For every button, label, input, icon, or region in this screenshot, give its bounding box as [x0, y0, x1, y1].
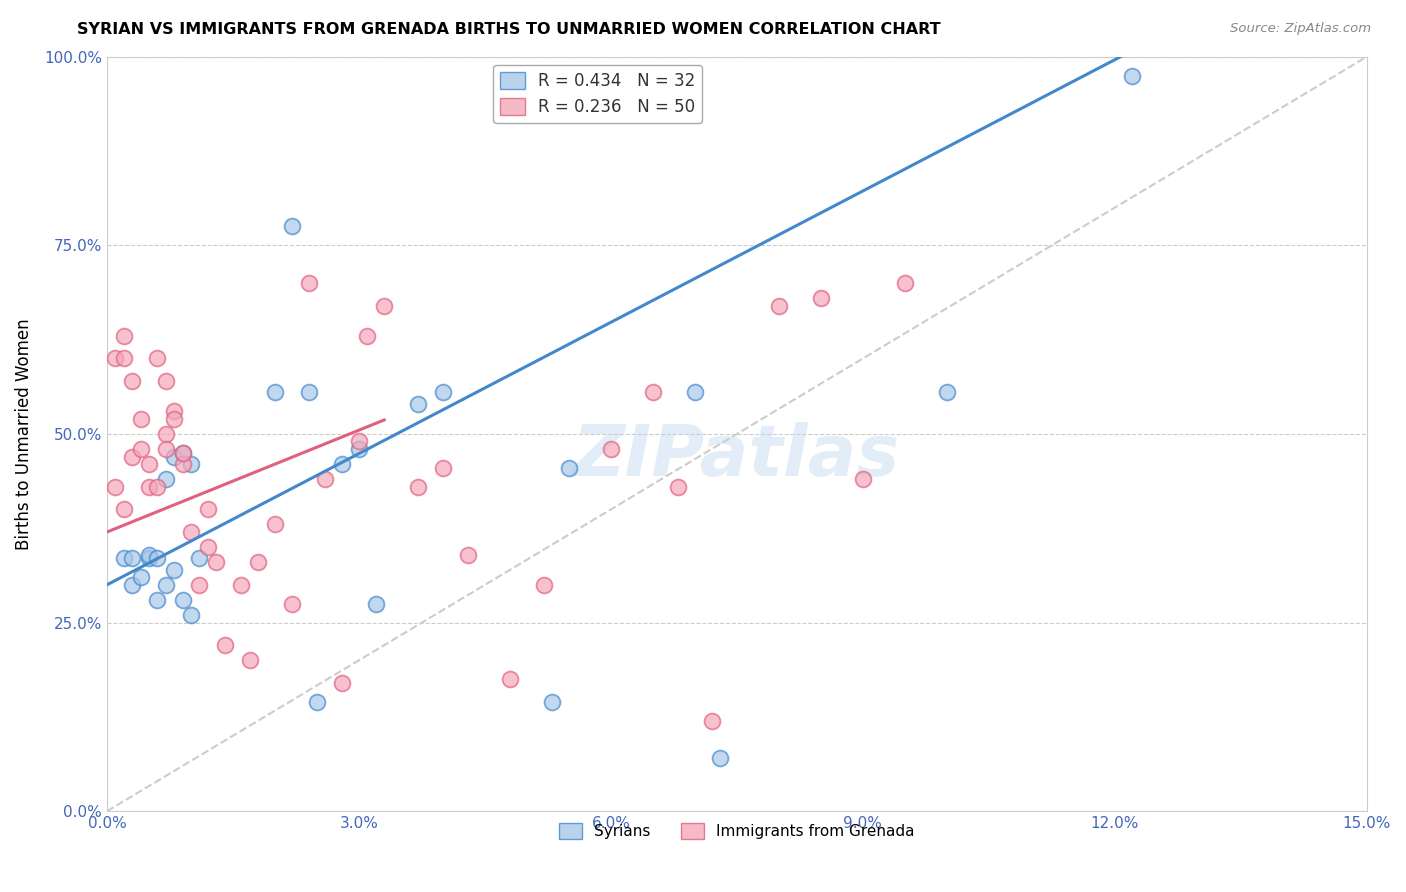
- Point: [314, 472, 336, 486]
- Point: [406, 397, 429, 411]
- Point: [533, 578, 555, 592]
- Point: [264, 517, 287, 532]
- Point: [155, 578, 177, 592]
- Point: [558, 461, 581, 475]
- Point: [180, 524, 202, 539]
- Point: [356, 329, 378, 343]
- Point: [138, 480, 160, 494]
- Point: [172, 457, 194, 471]
- Point: [641, 385, 664, 400]
- Point: [146, 351, 169, 366]
- Point: [146, 551, 169, 566]
- Point: [330, 457, 353, 471]
- Point: [373, 299, 395, 313]
- Point: [297, 276, 319, 290]
- Point: [281, 597, 304, 611]
- Point: [121, 374, 143, 388]
- Point: [172, 446, 194, 460]
- Point: [163, 412, 186, 426]
- Point: [709, 751, 731, 765]
- Point: [172, 446, 194, 460]
- Point: [155, 472, 177, 486]
- Point: [104, 351, 127, 366]
- Point: [188, 578, 211, 592]
- Point: [163, 563, 186, 577]
- Point: [121, 578, 143, 592]
- Point: [163, 404, 186, 418]
- Point: [768, 299, 790, 313]
- Point: [121, 551, 143, 566]
- Point: [138, 548, 160, 562]
- Point: [347, 442, 370, 456]
- Point: [1121, 69, 1143, 83]
- Point: [666, 480, 689, 494]
- Point: [406, 480, 429, 494]
- Point: [330, 676, 353, 690]
- Point: [129, 412, 152, 426]
- Point: [121, 450, 143, 464]
- Point: [129, 442, 152, 456]
- Point: [172, 593, 194, 607]
- Text: ZIPatlas: ZIPatlas: [574, 422, 901, 491]
- Point: [197, 540, 219, 554]
- Point: [247, 555, 270, 569]
- Point: [457, 548, 479, 562]
- Point: [188, 551, 211, 566]
- Point: [810, 291, 832, 305]
- Point: [297, 385, 319, 400]
- Point: [180, 457, 202, 471]
- Point: [146, 593, 169, 607]
- Legend: Syrians, Immigrants from Grenada: Syrians, Immigrants from Grenada: [553, 817, 921, 845]
- Point: [155, 442, 177, 456]
- Point: [112, 329, 135, 343]
- Point: [129, 570, 152, 584]
- Point: [112, 351, 135, 366]
- Point: [935, 385, 957, 400]
- Point: [499, 672, 522, 686]
- Point: [104, 480, 127, 494]
- Point: [138, 457, 160, 471]
- Point: [163, 450, 186, 464]
- Point: [112, 502, 135, 516]
- Point: [214, 638, 236, 652]
- Point: [155, 426, 177, 441]
- Point: [138, 551, 160, 566]
- Point: [281, 219, 304, 234]
- Point: [155, 374, 177, 388]
- Point: [541, 695, 564, 709]
- Point: [432, 385, 454, 400]
- Point: [432, 461, 454, 475]
- Point: [180, 607, 202, 622]
- Y-axis label: Births to Unmarried Women: Births to Unmarried Women: [15, 318, 32, 549]
- Point: [205, 555, 228, 569]
- Point: [264, 385, 287, 400]
- Point: [683, 385, 706, 400]
- Point: [364, 597, 387, 611]
- Point: [231, 578, 253, 592]
- Point: [347, 434, 370, 449]
- Point: [894, 276, 917, 290]
- Point: [112, 551, 135, 566]
- Point: [239, 653, 262, 667]
- Text: Source: ZipAtlas.com: Source: ZipAtlas.com: [1230, 22, 1371, 36]
- Point: [700, 714, 723, 728]
- Point: [146, 480, 169, 494]
- Point: [852, 472, 875, 486]
- Text: SYRIAN VS IMMIGRANTS FROM GRENADA BIRTHS TO UNMARRIED WOMEN CORRELATION CHART: SYRIAN VS IMMIGRANTS FROM GRENADA BIRTHS…: [77, 22, 941, 37]
- Point: [305, 695, 328, 709]
- Point: [197, 502, 219, 516]
- Point: [600, 442, 623, 456]
